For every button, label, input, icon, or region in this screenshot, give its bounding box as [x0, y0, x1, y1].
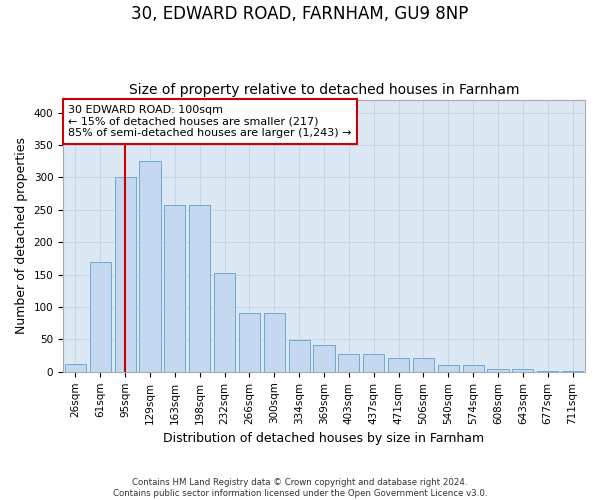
Text: Contains HM Land Registry data © Crown copyright and database right 2024.
Contai: Contains HM Land Registry data © Crown c…	[113, 478, 487, 498]
Bar	[90, 262, 111, 372]
Bar	[214, 274, 235, 372]
Bar	[363, 354, 384, 372]
Bar	[512, 369, 533, 372]
Bar	[388, 358, 409, 372]
Bar	[438, 366, 459, 372]
Bar	[189, 204, 210, 372]
Bar	[487, 369, 509, 372]
Bar	[264, 313, 285, 372]
Bar	[562, 371, 583, 372]
Bar	[65, 364, 86, 372]
Bar	[413, 358, 434, 372]
Bar	[463, 366, 484, 372]
Bar	[537, 371, 558, 372]
Bar	[139, 161, 161, 372]
Bar	[313, 345, 335, 372]
Y-axis label: Number of detached properties: Number of detached properties	[15, 137, 28, 334]
Text: 30, EDWARD ROAD, FARNHAM, GU9 8NP: 30, EDWARD ROAD, FARNHAM, GU9 8NP	[131, 5, 469, 23]
Title: Size of property relative to detached houses in Farnham: Size of property relative to detached ho…	[129, 83, 519, 97]
Bar	[338, 354, 359, 372]
Bar	[164, 204, 185, 372]
Text: 30 EDWARD ROAD: 100sqm
← 15% of detached houses are smaller (217)
85% of semi-de: 30 EDWARD ROAD: 100sqm ← 15% of detached…	[68, 105, 352, 138]
Bar	[115, 176, 136, 372]
Bar	[289, 340, 310, 372]
X-axis label: Distribution of detached houses by size in Farnham: Distribution of detached houses by size …	[163, 432, 485, 445]
Bar	[239, 313, 260, 372]
